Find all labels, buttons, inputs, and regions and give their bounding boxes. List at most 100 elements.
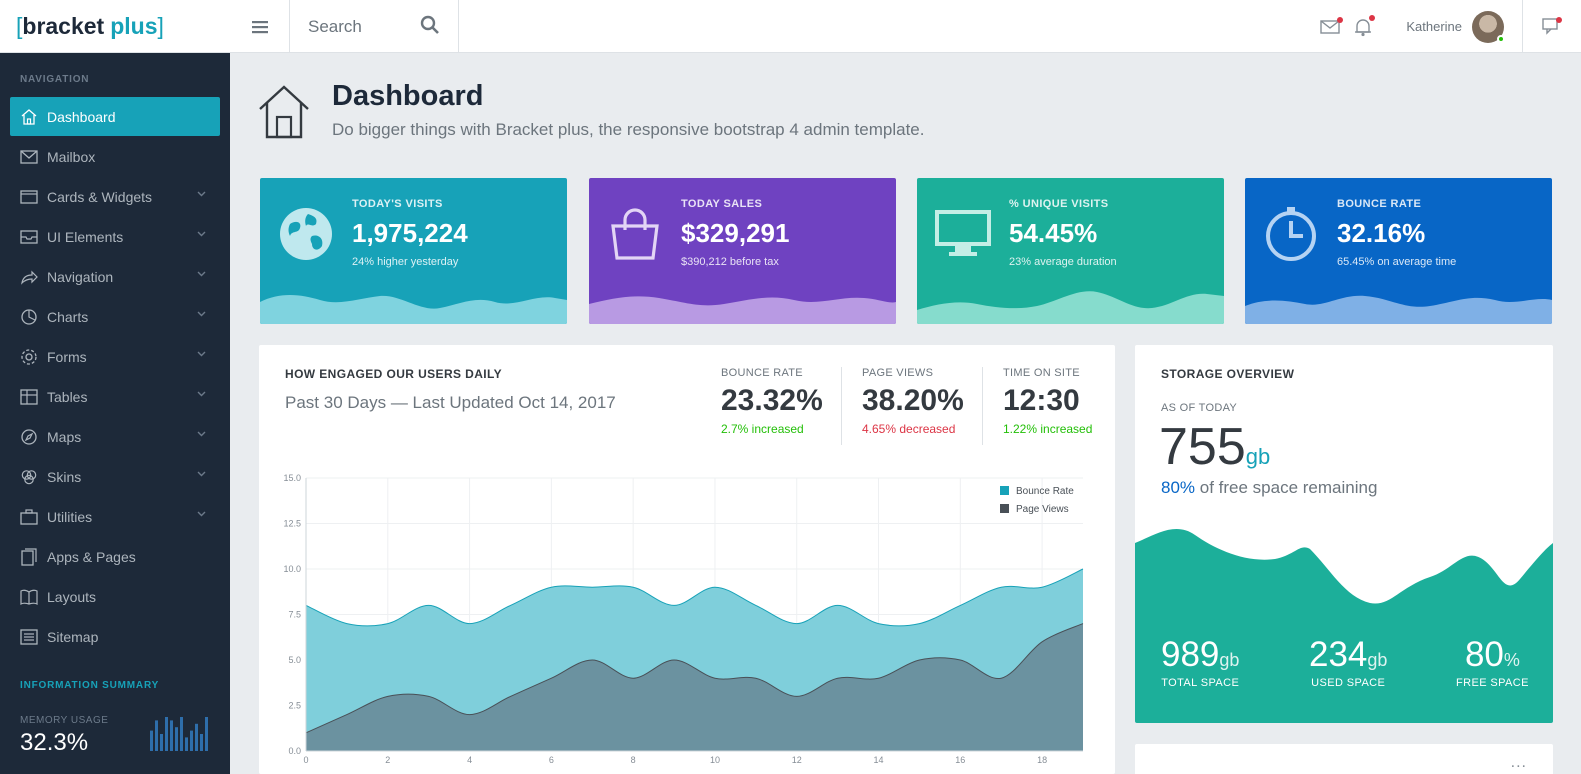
metric-change: 4.65% decreased <box>862 422 956 436</box>
notifications-button[interactable] <box>1354 14 1376 37</box>
search-input[interactable] <box>308 16 418 37</box>
sidebar-item-tables[interactable]: Tables <box>10 377 220 416</box>
sidebar-item-mailbox[interactable]: Mailbox <box>10 137 220 176</box>
memory-bar <box>170 720 173 751</box>
cards-icon <box>19 187 39 207</box>
envelope-icon <box>1320 19 1341 34</box>
x-tick-label: 0 <box>303 755 308 765</box>
sidebar-item-layouts[interactable]: Layouts <box>10 577 220 616</box>
sidebar-item-navigation[interactable]: Navigation <box>10 257 220 296</box>
x-tick-label: 4 <box>467 755 472 765</box>
card-wave <box>589 296 896 324</box>
clock-icon <box>1266 207 1316 261</box>
stat-value: 234 <box>1309 635 1368 674</box>
top-header: Katherine <box>230 0 1581 53</box>
sidebar-item-ui-elements[interactable]: UI Elements <box>10 217 220 256</box>
docs-icon <box>19 547 39 567</box>
chat-icon <box>1542 17 1558 35</box>
storage-number: 755 <box>1159 418 1246 476</box>
search-icon[interactable] <box>420 15 440 35</box>
globe-icon <box>280 208 332 260</box>
metric-page-views: PAGE VIEWS 38.20% 4.65% decreased <box>862 367 964 436</box>
logo-bracket-close: ] <box>157 12 164 39</box>
card-wave <box>260 295 567 324</box>
y-tick-label: 7.5 <box>288 610 301 620</box>
sidebar-item-utilities[interactable]: Utilities <box>10 497 220 536</box>
sidebar-item-forms[interactable]: Forms <box>10 337 220 376</box>
card-subtext: 23% average duration <box>1009 256 1117 268</box>
briefcase-icon <box>19 507 39 527</box>
card-value: 54.45% <box>1009 218 1098 248</box>
memory-bar <box>205 717 208 751</box>
messages-button[interactable] <box>1320 16 1344 35</box>
free-space-text: 80% of free space remaining <box>1161 478 1377 498</box>
card-subtext: 65.45% on average time <box>1337 256 1457 268</box>
x-tick-label: 14 <box>874 755 884 765</box>
sidebar-item-label: Utilities <box>47 508 93 525</box>
metric-label: PAGE VIEWS <box>862 367 934 379</box>
secondary-panel: ... <box>1135 744 1553 774</box>
hamburger-icon <box>251 20 268 33</box>
sidebar-item-dashboard[interactable]: Dashboard <box>10 97 220 136</box>
chevron-down-icon <box>197 351 206 357</box>
stat-label: USED SPACE <box>1311 677 1386 689</box>
metric-change: 2.7% increased <box>721 422 804 436</box>
metric-label: BOUNCE RATE <box>721 367 803 379</box>
memory-bar <box>200 734 203 751</box>
sidebar-item-skins[interactable]: Skins <box>10 457 220 496</box>
free-space-percent: 80% <box>1161 478 1196 497</box>
panel-subtitle: Past 30 Days — Last Updated Oct 14, 2017 <box>285 393 616 412</box>
card-wave <box>917 291 1224 324</box>
user-name[interactable]: Katherine <box>1406 19 1462 34</box>
card-wave <box>1245 295 1552 324</box>
metric-value: 12:30 <box>1003 384 1080 417</box>
chevron-down-icon <box>197 311 206 317</box>
x-tick-label: 12 <box>792 755 802 765</box>
card-value: 32.16% <box>1337 218 1426 248</box>
stat-unit: gb <box>1367 650 1388 670</box>
card-value: $329,291 <box>681 218 790 248</box>
sidebar-item-charts[interactable]: Charts <box>10 297 220 336</box>
chevron-down-icon <box>197 231 206 237</box>
logo[interactable]: [ bracket plus ] <box>0 0 230 53</box>
mail-icon <box>19 147 39 167</box>
logo-word-plus: plus <box>110 12 158 39</box>
engagement-chart: 0.0 2.5 5.0 7.5 10.0 12.5 15.0 0 2 4 6 8 10 12 14 16 18 B… <box>283 474 1084 765</box>
storage-unit: gb <box>1245 444 1271 469</box>
x-tick-label: 2 <box>385 755 390 765</box>
chevron-down-icon <box>197 391 206 397</box>
sidebar-section-label: NAVIGATION <box>20 74 90 85</box>
card-label: TODAY'S VISITS <box>352 198 443 210</box>
menu-toggle-button[interactable] <box>230 0 290 53</box>
metric-bounce-rate: BOUNCE RATE 23.32% 2.7% increased <box>721 367 823 436</box>
stat-free-space: 80% FREE SPACE <box>1456 635 1529 689</box>
card-value: 1,975,224 <box>352 218 468 248</box>
user-avatar[interactable] <box>1472 10 1505 43</box>
chevron-down-icon <box>197 471 206 477</box>
legend-swatch <box>1000 486 1009 495</box>
storage-value: 755gb <box>1159 417 1270 477</box>
y-tick-label: 10.0 <box>283 564 301 574</box>
memory-bar <box>190 730 193 751</box>
stat-label: TOTAL SPACE <box>1161 677 1240 689</box>
sidebar-item-cards-widgets[interactable]: Cards & Widgets <box>10 177 220 216</box>
panel-title: STORAGE OVERVIEW <box>1161 367 1295 381</box>
chat-sidebar-toggle[interactable] <box>1523 0 1581 53</box>
legend-label: Page Views <box>1016 504 1069 515</box>
more-options-icon[interactable]: ... <box>1510 754 1527 771</box>
sidebar-item-label: Apps & Pages <box>47 548 136 565</box>
sidebar: NAVIGATION Dashboard Mailbox Cards & Wid… <box>0 53 230 774</box>
header-divider <box>1522 0 1523 53</box>
sidebar-item-apps-pages[interactable]: Apps & Pages <box>10 537 220 576</box>
sidebar-item-maps[interactable]: Maps <box>10 417 220 456</box>
info-summary-label: INFORMATION SUMMARY <box>20 680 160 691</box>
y-tick-label: 5.0 <box>288 655 301 665</box>
sidebar-item-sitemap[interactable]: Sitemap <box>10 617 220 656</box>
metric-time-on-site: TIME ON SITE 12:30 1.22% increased <box>1003 367 1092 436</box>
online-status-indicator <box>1497 34 1505 43</box>
storage-panel: STORAGE OVERVIEW AS OF TODAY 755gb 80% o… <box>1135 345 1553 723</box>
sidebar-item-label: Tables <box>47 388 88 405</box>
x-tick-label: 18 <box>1037 755 1047 765</box>
sidebar-item-label: Navigation <box>47 268 114 285</box>
home-icon <box>259 85 309 139</box>
